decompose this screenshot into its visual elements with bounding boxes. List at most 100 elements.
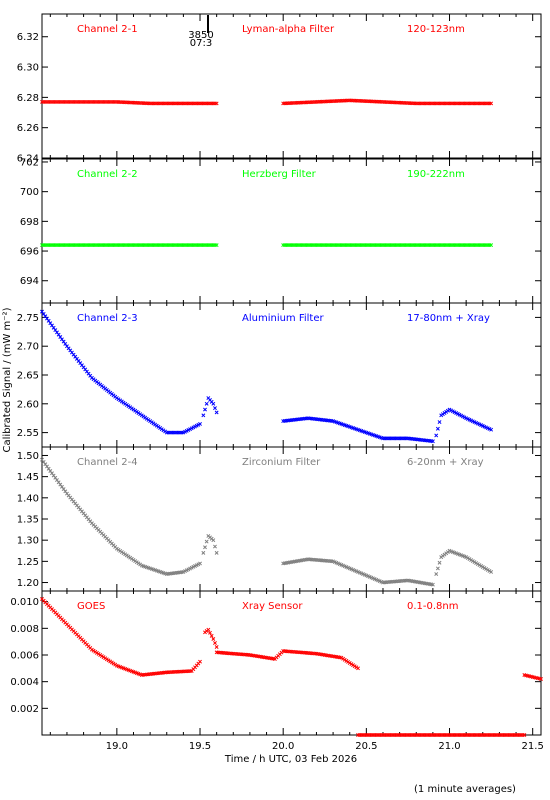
data-point [539, 677, 543, 681]
y-tick-label: 1.30 [17, 536, 39, 547]
y-tick-label: 0.008 [10, 624, 39, 635]
panel-band-label: 190-222nm [407, 169, 465, 180]
footnote: (1 minute averages) [414, 784, 516, 795]
panel-filter-label: Herzberg Filter [242, 169, 317, 180]
series-1 [40, 597, 202, 677]
data-point [522, 733, 527, 737]
y-tick-label: 1.25 [17, 557, 39, 568]
panel-frame [41, 302, 542, 448]
panel-title: Channel 2-1 [77, 24, 138, 35]
x-tick-label: 20.0 [272, 741, 294, 752]
panel-title: Channel 2-2 [77, 169, 138, 180]
data-point [489, 427, 494, 432]
series-1 [40, 243, 219, 248]
data-point [201, 413, 206, 418]
y-tick-label: 700 [20, 187, 39, 198]
y-tick-label: 6.24 [17, 154, 39, 165]
x-tick-label: 19.0 [106, 741, 128, 752]
series-2 [201, 533, 219, 555]
data-point [437, 420, 442, 424]
y-tick-label: 2.65 [17, 371, 39, 382]
panel-4: 1.20 1.25 1.30 1.35 1.40 1.45 1.50 Channel 2-4 Z… [17, 446, 542, 592]
y-tick-label: 1.50 [17, 451, 39, 462]
data-point [213, 641, 217, 645]
y-tick-label: 0.006 [10, 651, 39, 662]
panel-title: GOES [77, 601, 105, 612]
panel-band-label: 0.1-0.8nm [407, 601, 459, 612]
series-1 [40, 309, 202, 435]
data-point [203, 545, 207, 550]
x-tick-label: 20.5 [355, 741, 377, 752]
y-tick-label: 6.26 [17, 123, 39, 134]
panel-1: 6.24 6.26 6.28 6.30 6.32 Channel 2-1 Lyman-alp… [17, 13, 542, 165]
data-point [435, 566, 440, 571]
time-marker: 3850 07:3 [188, 15, 214, 49]
series-4 [434, 407, 494, 438]
y-tick-label: 0.004 [10, 677, 39, 688]
data-point [214, 101, 219, 106]
data-point [208, 630, 212, 635]
y-tick-label: 2.75 [17, 313, 39, 324]
series-2 [281, 243, 494, 248]
panel-frame [41, 13, 542, 159]
panels: 6.24 6.26 6.28 6.30 6.32 Channel 2-1 Lyman-alp… [10, 13, 544, 752]
panel-frame [41, 158, 542, 304]
data-point [198, 422, 202, 426]
time-marker-bottom-label: 07:3 [190, 38, 212, 49]
y-tick-label: 1.40 [17, 493, 39, 504]
y-tick-label: 694 [20, 276, 39, 287]
data-point [198, 659, 202, 664]
y-tick-label: 2.70 [17, 342, 39, 353]
series-1 [40, 457, 202, 577]
y-tick-label: 1.35 [17, 515, 39, 526]
series-3 [281, 416, 435, 444]
panel-band-label: 120-123nm [407, 24, 465, 35]
panel-band-label: 17-80nm + Xray [407, 313, 490, 324]
x-tick-label: 19.5 [189, 741, 211, 752]
data-point [211, 637, 216, 641]
data-point [434, 433, 439, 438]
data-point [489, 101, 494, 106]
series-2 [281, 98, 494, 106]
x-tick-label: 21.0 [438, 741, 460, 752]
data-point [211, 538, 216, 543]
data-point [211, 401, 216, 406]
data-point [204, 539, 209, 544]
panel-2: 694 696 698 700 702 Channel 2-2 Herzberg Filte… [20, 157, 542, 304]
x-axis-label: Time / h UTC, 03 Feb 2026 [224, 754, 357, 765]
y-tick-label: 6.28 [17, 93, 39, 104]
panel-band-label: 6-20nm + Xray [407, 457, 484, 468]
y-tick-label: 702 [20, 157, 39, 168]
y-tick-label: 2.60 [17, 399, 39, 410]
panel-5: 0.002 0.004 0.006 0.008 0.010 GOES Xray Sensor… [10, 590, 543, 737]
data-point [356, 666, 360, 671]
panel-title: Channel 2-4 [77, 457, 138, 468]
y-tick-label: 698 [20, 217, 39, 228]
y-tick-label: 2.55 [17, 428, 39, 439]
data-point [434, 572, 439, 577]
y-tick-label: 696 [20, 247, 39, 258]
data-point [435, 426, 440, 431]
panel-3: 2.55 2.60 2.65 2.70 2.75 Channel 2-3 Aluminium… [17, 302, 542, 448]
panel-filter-label: Aluminium Filter [242, 313, 325, 324]
panel-filter-label: Zirconium Filter [242, 457, 321, 468]
series-4 [434, 548, 494, 577]
y-tick-label: 1.20 [17, 578, 39, 589]
data-point [213, 544, 217, 549]
panel-filter-label: Xray Sensor [242, 601, 303, 612]
data-point [437, 560, 442, 565]
y-axis-label: Calibrated Signal / (mW m⁻²) [2, 307, 13, 452]
panel-frame [41, 446, 542, 592]
panel-filter-label: Lyman-alpha Filter [242, 24, 335, 35]
data-point [204, 401, 209, 406]
panel-frame [41, 590, 542, 736]
data-point [203, 407, 207, 412]
data-point [214, 410, 219, 415]
panel-title: Channel 2-3 [77, 313, 138, 324]
data-point [214, 550, 219, 555]
data-point [489, 569, 494, 574]
data-point [198, 561, 202, 566]
y-tick-label: 6.30 [17, 63, 39, 74]
data-point [214, 243, 219, 248]
